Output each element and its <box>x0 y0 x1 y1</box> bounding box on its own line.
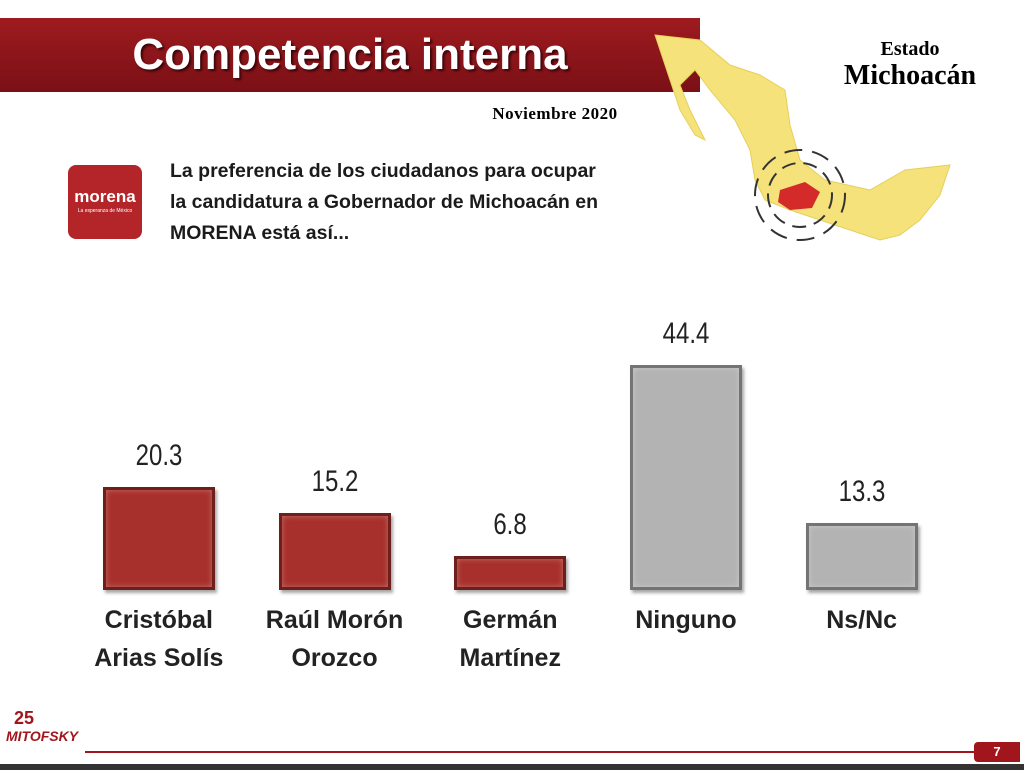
x-tick-label: Raúl Morón Orozco <box>265 606 404 672</box>
value-label: 44.4 <box>662 317 710 351</box>
value-label: 15.2 <box>311 465 358 499</box>
state-name: Michoacán <box>843 60 977 91</box>
value-label: 13.3 <box>838 474 885 508</box>
x-tick-label: Cristóbal Arias Solís <box>94 606 224 672</box>
logo: morena La esperanza de México <box>68 165 142 239</box>
logo-name: morena <box>74 187 136 206</box>
description-line: MORENA está así... <box>170 222 350 244</box>
x-tick-label: Ns/Nc <box>826 606 898 634</box>
page-number: 7 <box>974 742 1020 762</box>
title: Competencia interna <box>132 30 568 79</box>
map-ring <box>754 149 846 241</box>
value-label: 6.8 <box>493 507 527 541</box>
state-label: Estado <box>880 38 940 60</box>
bar <box>102 487 215 590</box>
x-tick-label: Ninguno <box>635 606 737 634</box>
map-ring <box>767 162 833 228</box>
header-bar <box>0 18 700 92</box>
bottom-strip <box>0 764 1024 770</box>
value-label: 20.3 <box>135 439 183 473</box>
description-line: La preferencia de los ciudadanos para oc… <box>170 160 596 182</box>
description-line: la candidatura a Gobernador de Michoacán… <box>170 191 599 213</box>
bar <box>278 513 391 590</box>
map <box>654 34 951 241</box>
brand: MITOFSKY <box>6 728 79 744</box>
footer-line <box>85 751 975 753</box>
bar <box>454 555 567 590</box>
map-shape <box>654 34 951 241</box>
bar <box>805 522 918 590</box>
brand-anniversary: 25 <box>14 708 35 728</box>
map-highlight <box>778 182 820 210</box>
date: Noviembre 2020 <box>492 104 618 123</box>
x-tick-label: Germán Martínez <box>459 606 561 672</box>
description: La preferencia de los ciudadanos para oc… <box>170 156 730 249</box>
logo-tagline: La esperanza de México <box>77 208 133 214</box>
bar <box>629 365 742 590</box>
